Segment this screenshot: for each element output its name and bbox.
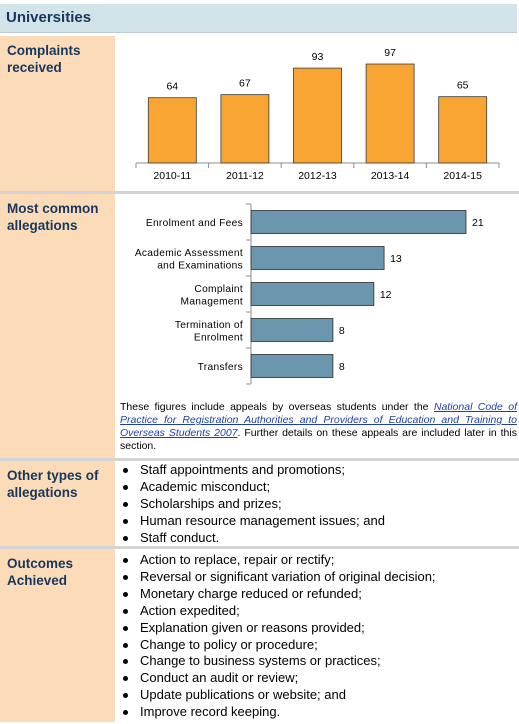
complaints-value-label: 67	[239, 78, 251, 90]
complaints-value-label: 93	[312, 51, 324, 63]
complaints-year-label: 2013-14	[371, 170, 410, 182]
complaints-year-label: 2011-12	[226, 170, 264, 182]
allegations-label-cell: Most common allegations	[0, 194, 115, 458]
allegation-category-label: Enrolment and Fees	[146, 218, 243, 229]
outcome-item: Action expedited;	[118, 603, 436, 620]
allegation-bar	[250, 282, 375, 306]
complaints-bar	[147, 97, 197, 164]
outcome-item: Monetary charge reduced or refunded;	[118, 586, 436, 603]
row-divider	[0, 546, 519, 549]
outcome-item: Improve record keeping.	[118, 704, 436, 721]
allegation-bar	[250, 246, 385, 270]
other-label: Other types of allegations	[7, 468, 99, 500]
allegation-category-label: Enrolment	[194, 332, 243, 343]
allegation-category-label: Management	[181, 296, 243, 307]
section-header: Universities	[0, 4, 517, 33]
allegation-type-item: Scholarships and prizes;	[118, 496, 385, 513]
note-prefix: These figures include appeals by oversea…	[120, 401, 434, 413]
allegation-category-label: Transfers	[198, 362, 243, 373]
outcome-item: Action to replace, repair or rectify;	[118, 552, 436, 569]
other-allegations-list: Staff appointments and promotions; Academ…	[118, 462, 385, 547]
outcome-item: Conduct an audit or review;	[118, 670, 436, 687]
complaints-bar	[365, 63, 415, 164]
allegation-type-item: Academic misconduct;	[118, 479, 385, 496]
allegation-type-item: Staff conduct.	[118, 530, 385, 547]
national-code-link[interactable]: National Code of Practice for Registrati…	[120, 401, 517, 439]
complaints-bar	[220, 94, 270, 164]
note-suffix: . Further details on these appeals are i…	[120, 427, 517, 452]
allegation-bar	[250, 210, 467, 234]
complaints-bar	[438, 96, 488, 164]
outcome-item: Explanation given or reasons provided;	[118, 620, 436, 637]
allegations-chart: 21 Enrolment and Fees 13 Academic Assessmen…	[135, 203, 484, 385]
outcome-item: Update publications or website; and	[118, 687, 436, 704]
complaints-value-label: 64	[166, 81, 178, 93]
allegation-category-label: and Examinations	[157, 260, 243, 271]
complaints-value-label: 65	[457, 80, 469, 92]
allegation-value-label: 21	[472, 217, 484, 229]
outcome-item: Change to policy or procedure;	[118, 637, 436, 654]
allegation-type-item: Staff appointments and promotions;	[118, 462, 385, 479]
outcome-item: Reversal or significant variation of ori…	[118, 569, 436, 586]
allegation-value-label: 13	[390, 253, 402, 265]
outcomes-list: Action to replace, repair or rectify; Rev…	[118, 552, 436, 721]
page-title: Universities	[6, 9, 92, 26]
complaints-year-label: 2014-15	[443, 170, 482, 182]
allegation-category-label: Complaint	[194, 284, 243, 295]
complaints-label: Complaints received	[7, 43, 81, 75]
outcomes-label-cell: Outcomes Achieved	[0, 549, 115, 722]
complaints-year-label: 2010-11	[153, 170, 191, 182]
allegations-label: Most common allegations	[7, 201, 99, 233]
complaints-bar	[293, 67, 342, 164]
allegation-bar	[250, 354, 334, 378]
allegation-value-label: 8	[339, 361, 345, 373]
allegation-category-label: Academic Assessment	[135, 248, 243, 259]
allegation-value-label: 8	[339, 325, 345, 337]
complaints-year-label: 2012-13	[298, 170, 337, 182]
appeals-note: These figures include appeals by oversea…	[120, 401, 517, 453]
outcome-item: Change to business systems or practices;	[118, 653, 436, 670]
complaints-label-cell: Complaints received	[0, 36, 115, 191]
allegation-type-item: Human resource management issues; and	[118, 513, 385, 530]
row-divider	[0, 458, 519, 461]
row-divider	[0, 191, 519, 194]
complaints-chart: 64 2010-11 67 2011-12 93 2012-13 97 2013-14 65 20…	[135, 47, 500, 182]
outcomes-label: Outcomes Achieved	[7, 556, 74, 588]
allegation-bar	[250, 318, 334, 342]
complaints-value-label: 97	[384, 47, 396, 59]
allegation-category-label: Termination of	[175, 320, 243, 331]
other-label-cell: Other types of allegations	[0, 461, 115, 546]
allegation-value-label: 12	[380, 289, 392, 301]
